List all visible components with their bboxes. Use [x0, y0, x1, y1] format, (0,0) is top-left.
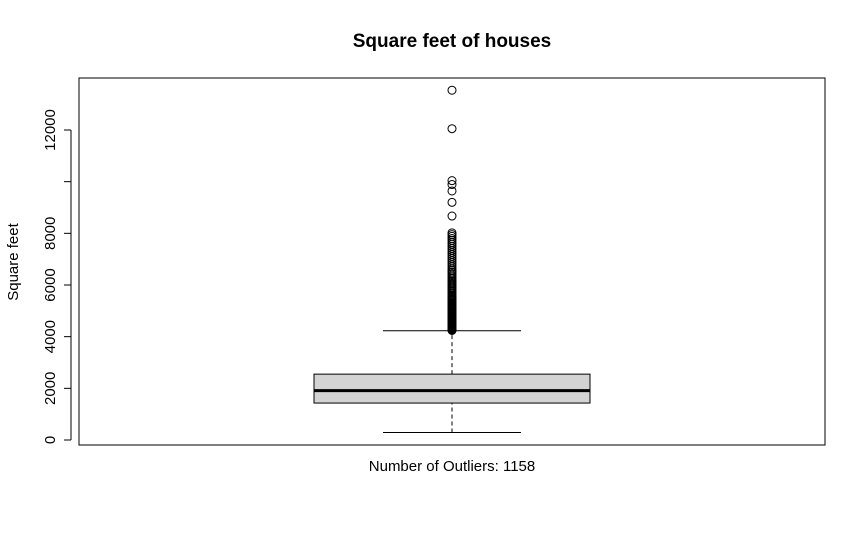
y-tick-label: 12000: [42, 109, 59, 151]
outlier-point: [447, 211, 457, 221]
y-tick-label: 6000: [42, 268, 59, 301]
outlier-point: [447, 234, 457, 243]
outlier-point: [447, 124, 457, 134]
plot-frame: [78, 77, 826, 446]
x-axis-label: Number of Outliers: 1158: [369, 458, 535, 475]
y-axis-label: Square feet: [5, 222, 22, 300]
chart-title: Square feet of houses: [353, 31, 552, 52]
y-axis: 0 2000 4000 6000 8000 12000: [42, 109, 72, 444]
y-tick-label: 8000: [42, 217, 59, 250]
outlier-point: [447, 85, 457, 95]
outlier-group: [447, 85, 457, 335]
y-tick-label: 2000: [42, 372, 59, 405]
y-tick-label: 0: [42, 436, 59, 444]
y-tick-label: 4000: [42, 320, 59, 353]
outlier-point: [447, 186, 457, 196]
outlier-point: [447, 180, 457, 190]
outlier-point: [447, 228, 457, 238]
iqr-box: [313, 373, 591, 404]
outlier-point: [447, 197, 457, 207]
box-group: [313, 330, 591, 434]
outlier-point: [447, 176, 457, 186]
